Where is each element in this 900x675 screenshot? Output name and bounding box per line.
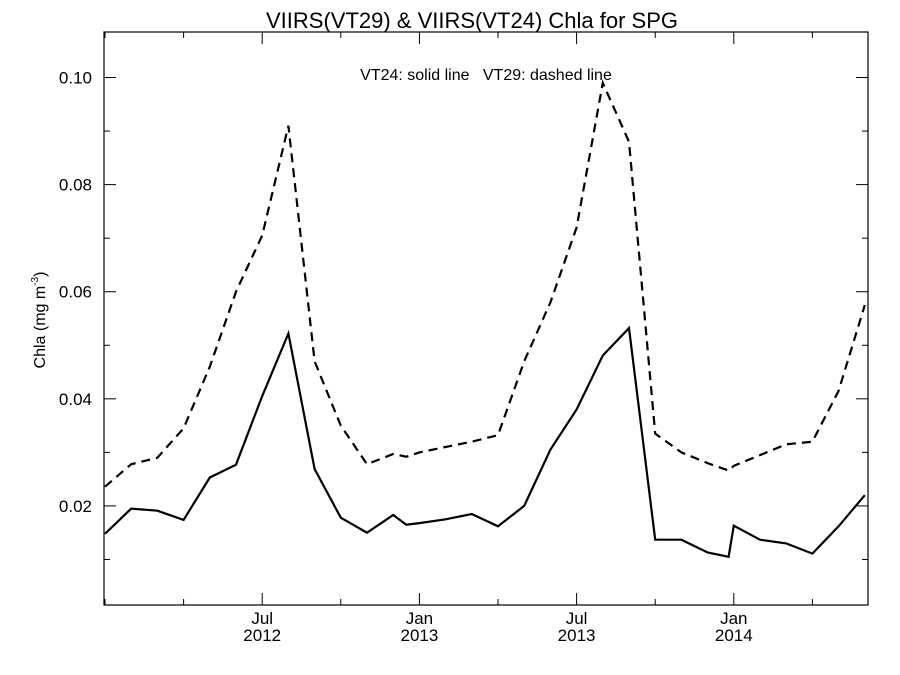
data-point-vt24 [261,395,263,397]
data-point-vt29 [728,470,730,472]
data-point-vt24 [680,539,682,541]
data-point-vt29 [209,366,211,368]
data-point-vt24 [576,409,578,411]
data-point-vt29 [261,235,263,237]
data-point-vt29 [811,441,813,443]
data-point-vt24 [759,539,761,541]
data-point-vt29 [785,443,787,445]
chart-title: VIIRS(VT29) & VIIRS(VT24) Chla for SPG [266,8,678,33]
y-tick-label: 0.04 [59,390,92,409]
plot-frame [103,31,869,606]
data-point-vt24 [209,477,211,479]
data-point-vt29 [497,434,499,436]
x-tick-label-month: Jul [251,609,273,628]
data-point-vt24 [838,525,840,527]
data-point-vt24 [733,525,735,527]
data-point-vt24 [654,539,656,541]
data-point-vt29 [235,291,237,293]
data-point-vt29 [340,425,342,427]
data-point-vt24 [405,524,407,526]
data-point-vt29 [314,360,316,362]
data-point-vt29 [418,451,420,453]
x-tick-label-year: 2013 [400,626,438,645]
data-point-vt29 [287,125,289,127]
data-point-vt29 [130,463,132,465]
data-point-vt29 [576,227,578,229]
data-point-vt24 [811,553,813,555]
data-point-vt29 [838,390,840,392]
y-axis-label-close: ) [32,272,49,277]
data-point-vt24 [366,532,368,534]
data-point-vt29 [392,453,394,455]
data-point-vt24 [471,513,473,515]
y-tick-label: 0.08 [59,176,92,195]
data-point-vt24 [497,525,499,527]
x-tick-label-year: 2014 [715,626,753,645]
data-point-vt24 [130,508,132,510]
data-point-vt29 [156,457,158,459]
data-point-vt29 [628,141,630,143]
data-point-vt24 [314,468,316,470]
data-point-vt24 [523,505,525,507]
data-point-vt24 [340,517,342,519]
data-point-vt24 [392,514,394,516]
series-line-vt29 [104,79,866,488]
y-axis-label: Chla (mg m-3) [30,272,49,369]
y-tick-label: 0.06 [59,283,92,302]
x-tick-label-month: Jan [720,609,747,628]
data-point-vt29 [523,360,525,362]
x-tick-label-year: 2013 [558,626,596,645]
data-point-vt29 [104,486,106,488]
data-point-vt24 [549,449,551,451]
series-line-vt24 [104,325,866,559]
data-point-vt29 [549,301,551,303]
data-point-vt29 [445,446,447,448]
axis-tick-labels: 0.020.040.060.080.10Jul2012Jan2013Jul201… [59,69,753,645]
data-point-vt24 [156,510,158,512]
data-point-vt29 [707,462,709,464]
series-lines [104,79,866,559]
x-tick-label-year: 2012 [243,626,281,645]
y-axis-label-main: Chla (mg m [32,286,49,369]
data-point-vt29 [680,451,682,453]
data-point-vt24 [104,533,106,535]
data-point-vt29 [733,465,735,467]
axis-ticks [104,32,868,605]
data-point-vt24 [287,333,289,335]
y-tick-label: 0.02 [59,497,92,516]
data-point-vt24 [418,522,420,524]
x-tick-label-month: Jan [406,609,433,628]
data-point-vt24 [445,518,447,520]
data-point-vt29 [471,441,473,443]
series-annotation: VT24: solid line VT29: dashed line [360,67,612,84]
data-point-vt29 [183,427,185,429]
data-point-vt24 [728,556,730,558]
x-tick-label-month: Jul [566,609,588,628]
data-point-vt29 [366,463,368,465]
data-point-vt29 [864,304,866,306]
data-point-vt29 [654,433,656,435]
data-point-vt24 [785,542,787,544]
data-point-vt24 [628,327,630,329]
data-point-vt24 [235,464,237,466]
data-point-vt24 [864,494,866,496]
data-point-vt29 [602,82,604,84]
data-point-vt29 [405,456,407,458]
y-tick-label: 0.10 [59,69,92,88]
data-point-vt29 [759,454,761,456]
data-point-vt24 [707,552,709,554]
data-point-vt24 [602,355,604,357]
data-point-vt24 [183,519,185,521]
y-axis-label-sup: -3 [30,276,41,285]
